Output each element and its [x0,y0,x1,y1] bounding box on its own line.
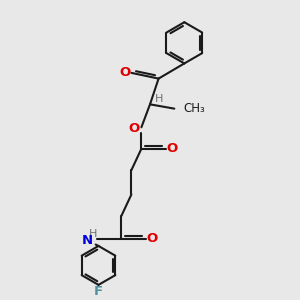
Text: H: H [88,229,97,239]
Text: O: O [129,122,140,135]
Text: O: O [119,66,131,79]
Text: F: F [94,285,103,298]
Text: O: O [146,232,158,245]
Text: H: H [155,94,163,104]
Text: N: N [82,234,93,247]
Text: O: O [167,142,178,154]
Text: CH₃: CH₃ [184,102,205,115]
